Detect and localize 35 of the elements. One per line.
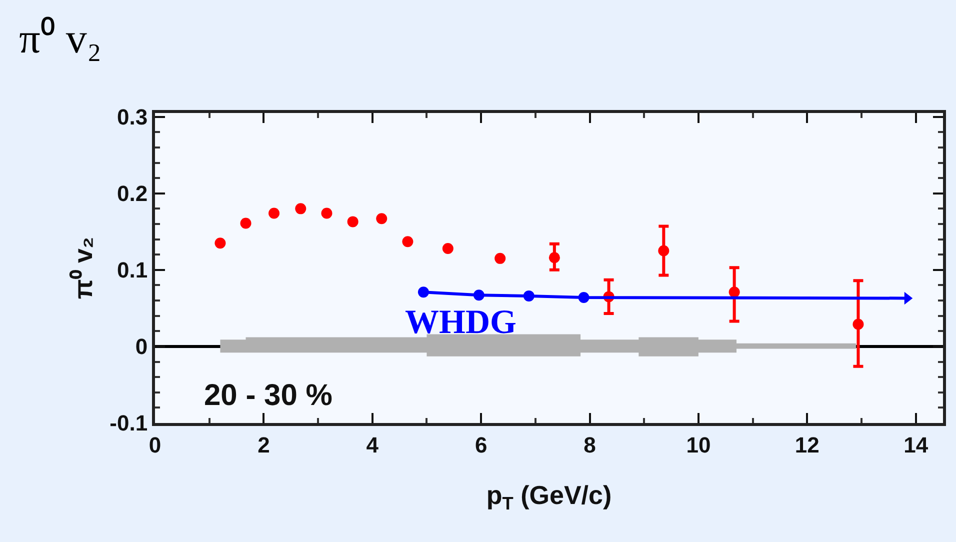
point <box>376 213 388 224</box>
point <box>240 218 252 229</box>
x-tick-label: 12 <box>794 432 820 458</box>
point <box>473 290 484 301</box>
point <box>402 236 414 248</box>
point <box>442 242 454 254</box>
x-tick-label: 2 <box>258 432 270 458</box>
point <box>658 245 670 256</box>
series-label: WHDG <box>405 304 516 341</box>
x-tick-label: 6 <box>474 432 488 458</box>
x-tick-label: 8 <box>584 432 596 458</box>
y-tick-label: -0.1 <box>110 410 148 436</box>
point <box>548 252 560 264</box>
chart-title: π⁰ v₂ <box>19 16 102 63</box>
point <box>852 318 864 330</box>
y-tick-label: 0.2 <box>117 181 148 206</box>
x-tick-label: 14 <box>904 432 929 458</box>
point <box>321 208 332 219</box>
point <box>214 238 226 249</box>
point <box>295 203 306 214</box>
point <box>268 208 280 219</box>
x-tick-label: 4 <box>366 432 380 458</box>
point <box>347 216 358 228</box>
y-tick-label: 0.1 <box>117 258 148 283</box>
point <box>728 286 740 298</box>
x-axis-title: p$_{T}$ (GeV/c) <box>486 480 612 514</box>
y-tick-label: 0 <box>135 334 148 360</box>
y-tick-label: 0.3 <box>117 104 148 130</box>
point <box>578 292 590 303</box>
annotation: 20 - 30 % <box>204 379 332 412</box>
y-axis-title: π⁰ v₂ <box>68 236 98 300</box>
point <box>494 252 506 264</box>
x-tick-label: 10 <box>686 432 711 458</box>
point <box>523 290 534 302</box>
point <box>418 286 429 298</box>
